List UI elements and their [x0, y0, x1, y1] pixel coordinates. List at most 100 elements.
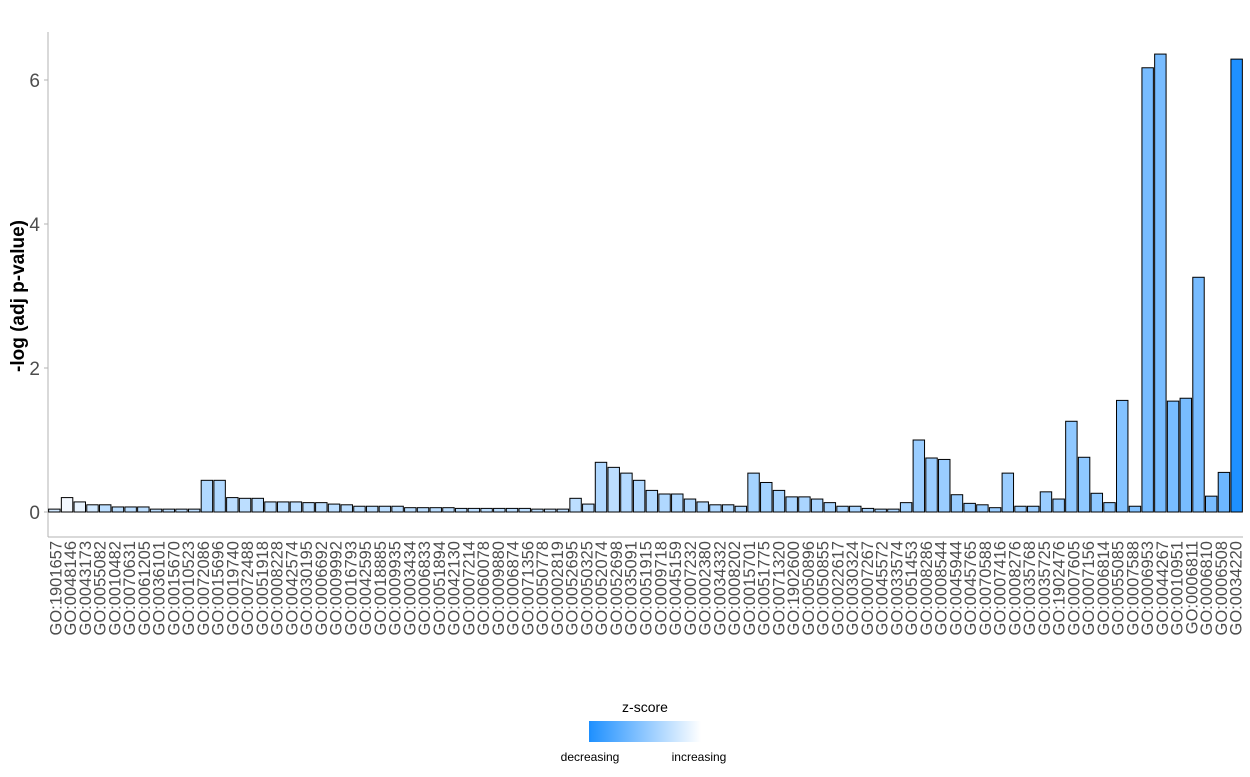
bar [1192, 276, 1205, 513]
x-tick-label: GO:0007588 [1124, 541, 1142, 636]
bar [327, 503, 341, 513]
bar [531, 508, 544, 513]
x-tick-label: GO:0048146 [62, 541, 80, 636]
bar [594, 461, 608, 513]
bar [899, 502, 913, 513]
bar [1204, 495, 1218, 513]
bar [607, 466, 620, 513]
x-tick-label: GO:0009718 [652, 541, 670, 636]
bar [976, 504, 989, 513]
x-tick-label: GO:0022617 [829, 541, 847, 636]
y-tick-label: 6 [29, 71, 40, 92]
bar [1128, 505, 1142, 513]
bar [696, 501, 709, 513]
x-tick-label: GO:0007156 [1080, 541, 1098, 636]
bar [162, 508, 175, 513]
bar [175, 508, 188, 513]
x-tick-label: GO:0052695 [564, 541, 582, 636]
bar [289, 501, 303, 513]
bar [1166, 400, 1180, 513]
x-tick-label: GO:0045765 [962, 541, 980, 636]
bar [861, 507, 875, 513]
bar [111, 506, 125, 513]
bar [1077, 456, 1091, 513]
x-tick-label: GO:0010523 [180, 541, 198, 636]
x-tick-label: GO:0051453 [903, 541, 921, 636]
bar [849, 505, 862, 513]
x-tick-label: GO:0009880 [490, 541, 508, 636]
y-axis-label: -log (adj p-value) [8, 220, 29, 372]
x-tick-label: GO:0042130 [446, 541, 464, 636]
x-tick-label: GO:0052698 [608, 541, 626, 636]
x-tick-label: GO:0019740 [224, 541, 242, 636]
x-tick-label: GO:0051915 [638, 541, 656, 636]
y-tick-label: 2 [29, 359, 40, 380]
bar [658, 493, 671, 513]
bar [73, 501, 87, 513]
bar [556, 508, 570, 513]
x-tick-label: GO:0055085 [1110, 541, 1128, 636]
x-tick-label: GO:0050325 [578, 541, 596, 636]
x-tick-label: GO:0002819 [549, 541, 567, 636]
bar [709, 504, 722, 513]
x-tick-label: GO:0034220 [1228, 541, 1246, 636]
bar [276, 501, 290, 513]
legend: z-score decreasing increasing [561, 699, 727, 764]
x-tick-label: GO:0044267 [1154, 541, 1172, 636]
bar [454, 507, 468, 513]
bar [1065, 420, 1078, 513]
x-tick-label: GO:0010482 [106, 541, 124, 636]
x-tick-label: GO:0035768 [1021, 541, 1039, 636]
x-tick-label: GO:0045944 [947, 541, 965, 636]
x-tick-label: GO:0006874 [505, 541, 523, 636]
x-tick-label: GO:0015670 [165, 541, 183, 636]
x-tick-label: GO:0051894 [431, 541, 449, 636]
bar [874, 508, 887, 513]
legend-title: z-score [622, 699, 668, 715]
bar [683, 498, 697, 513]
bar [988, 507, 1002, 513]
x-tick-label: GO:0018885 [372, 541, 390, 636]
bar [887, 508, 900, 513]
x-tick-label: GO:0050855 [815, 541, 833, 636]
bar [1116, 399, 1129, 513]
bar [505, 507, 519, 513]
bar [938, 458, 951, 513]
x-tick-label: GO:0006692 [313, 541, 331, 636]
x-tick-label: GO:0072488 [239, 541, 257, 636]
x-tick-label: GO:0008544 [933, 541, 951, 636]
y-tick-label: 0 [29, 503, 40, 524]
x-tick-label: GO:0070588 [977, 541, 995, 636]
x-tick-label: GO:0055082 [92, 541, 110, 636]
x-tick-labels: GO:1901657GO:0048146GO:0043173GO:0055082… [47, 541, 1245, 636]
x-tick-label: GO:0007605 [1065, 541, 1083, 636]
bar [798, 496, 811, 513]
bar [264, 501, 277, 513]
x-tick-label: GO:0035091 [623, 541, 641, 636]
bar [772, 489, 786, 513]
x-tick-label: GO:0006953 [1139, 541, 1157, 636]
bar [429, 507, 442, 513]
x-tick-label: GO:0008276 [1006, 541, 1024, 636]
bar [1001, 472, 1015, 513]
x-tick-label: GO:0033574 [888, 541, 906, 636]
bar [912, 439, 926, 513]
x-tick-label: GO:0007416 [992, 541, 1010, 636]
bar [315, 502, 328, 513]
x-tick-label: GO:0061205 [136, 541, 154, 636]
bar [124, 506, 137, 513]
x-tick-label: GO:0036101 [151, 541, 169, 636]
bar [760, 481, 773, 513]
x-tick-label: GO:0045572 [874, 541, 892, 636]
bar [1230, 58, 1243, 513]
bar [480, 507, 493, 513]
x-tick-label: GO:0043173 [77, 541, 95, 636]
bar [442, 507, 455, 513]
bar [200, 479, 214, 513]
bar [747, 472, 760, 513]
x-tick-label: GO:0006508 [1213, 541, 1231, 636]
legend-low-label: decreasing [561, 750, 620, 764]
bar [925, 457, 938, 513]
x-tick-label: GO:0050778 [534, 541, 552, 636]
